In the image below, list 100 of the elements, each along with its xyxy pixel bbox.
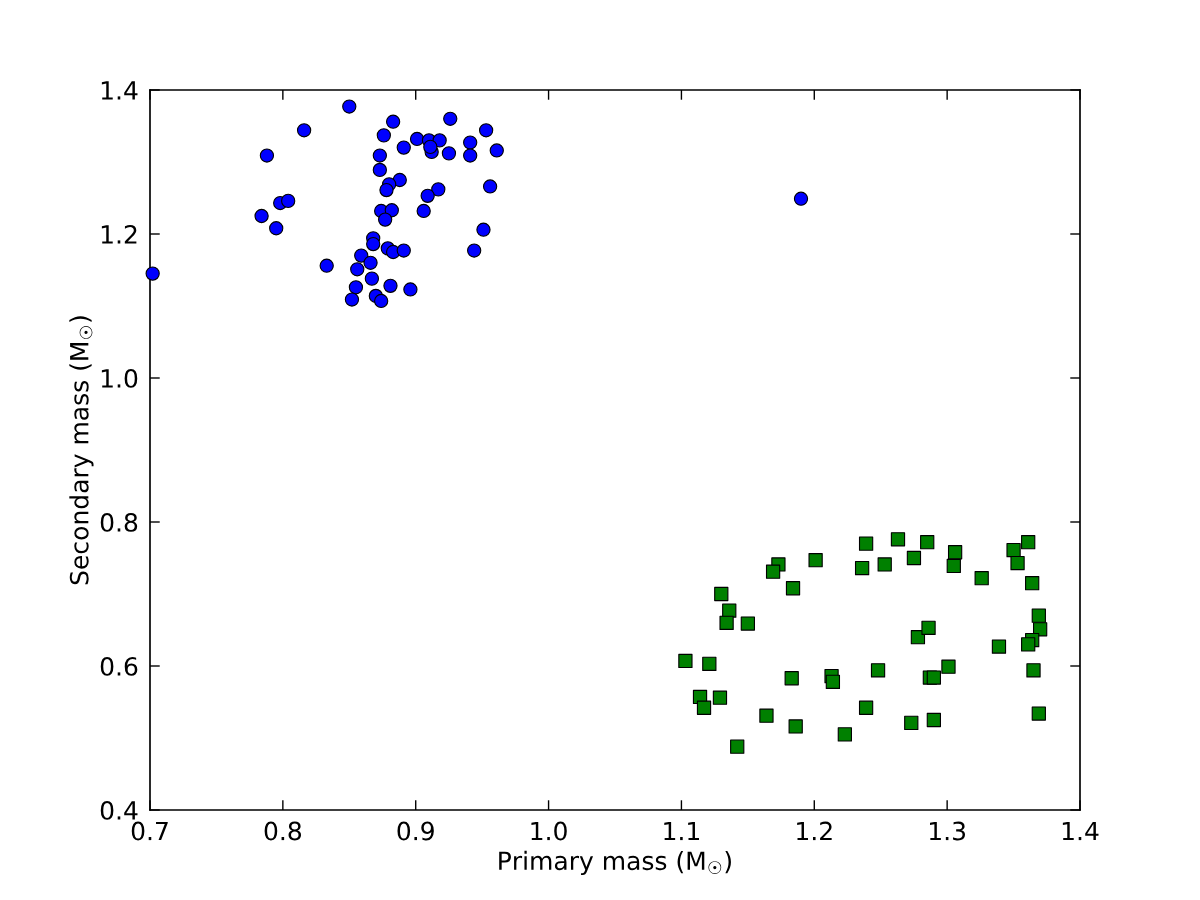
point bbox=[719, 615, 734, 630]
point bbox=[467, 243, 482, 258]
point bbox=[478, 123, 494, 138]
point bbox=[374, 293, 389, 309]
point bbox=[372, 148, 387, 163]
point bbox=[416, 203, 431, 219]
point bbox=[392, 172, 407, 188]
point bbox=[696, 700, 712, 715]
point bbox=[870, 663, 886, 678]
point bbox=[463, 135, 478, 150]
point bbox=[1006, 542, 1021, 558]
point bbox=[877, 557, 892, 572]
point bbox=[722, 603, 737, 618]
point bbox=[259, 148, 275, 163]
y-tick-label: 1.0 bbox=[101, 368, 138, 388]
point bbox=[926, 712, 942, 728]
point bbox=[281, 193, 296, 209]
point bbox=[1021, 535, 1036, 550]
x-tick-label: 1.2 bbox=[797, 821, 832, 841]
point bbox=[793, 191, 809, 206]
point bbox=[714, 586, 729, 602]
point bbox=[363, 255, 378, 270]
point bbox=[1026, 663, 1041, 678]
x-tick-label: 1.3 bbox=[930, 821, 966, 841]
x-tick-label: 0.9 bbox=[397, 821, 434, 841]
point bbox=[350, 262, 365, 277]
point bbox=[476, 222, 491, 237]
point bbox=[463, 148, 478, 163]
point bbox=[296, 123, 312, 138]
point bbox=[858, 536, 874, 551]
point bbox=[808, 553, 823, 568]
point bbox=[423, 139, 438, 155]
point bbox=[765, 564, 781, 579]
y-axis-title: Secondary mass (M$_{☉}$) bbox=[69, 316, 94, 585]
point bbox=[858, 700, 874, 715]
y-tick-label: 0.4 bbox=[100, 800, 138, 820]
point bbox=[730, 739, 745, 754]
point bbox=[920, 535, 935, 550]
point bbox=[1010, 555, 1025, 571]
point bbox=[319, 258, 334, 273]
point bbox=[372, 162, 387, 178]
y-tick-label: 0.8 bbox=[100, 512, 138, 532]
point bbox=[947, 545, 963, 560]
point bbox=[145, 266, 160, 281]
point bbox=[378, 212, 393, 227]
point bbox=[946, 558, 961, 574]
point bbox=[441, 146, 457, 161]
point bbox=[443, 111, 458, 126]
point bbox=[431, 182, 446, 197]
point bbox=[1031, 608, 1046, 623]
point bbox=[396, 243, 411, 258]
point bbox=[991, 639, 1007, 654]
point bbox=[837, 727, 852, 742]
point bbox=[383, 278, 398, 293]
point bbox=[366, 236, 381, 252]
point bbox=[348, 280, 364, 295]
point bbox=[254, 208, 269, 224]
point bbox=[788, 719, 803, 734]
point bbox=[678, 653, 693, 669]
point bbox=[921, 620, 936, 635]
point bbox=[376, 128, 391, 143]
y-tick-label: 1.2 bbox=[101, 224, 137, 244]
point bbox=[409, 131, 425, 147]
x-tick-label: 0.8 bbox=[264, 821, 302, 841]
y-tick-label: 0.6 bbox=[100, 656, 138, 676]
point bbox=[396, 140, 411, 155]
point bbox=[926, 670, 942, 685]
point bbox=[379, 182, 394, 198]
point bbox=[344, 292, 360, 307]
x-axis-title: Primary mass (M$_{☉}$) bbox=[499, 850, 731, 876]
point bbox=[385, 114, 401, 129]
x-tick-label: 1.4 bbox=[1062, 821, 1099, 841]
point bbox=[784, 671, 799, 686]
point bbox=[904, 715, 919, 731]
point bbox=[1031, 706, 1046, 721]
point bbox=[825, 674, 841, 689]
x-tick-label: 0.7 bbox=[131, 821, 168, 841]
point bbox=[941, 659, 956, 674]
point bbox=[342, 99, 357, 114]
point bbox=[890, 532, 906, 547]
point bbox=[489, 143, 504, 158]
point bbox=[403, 282, 418, 297]
point bbox=[1021, 637, 1036, 652]
point bbox=[702, 656, 717, 671]
point bbox=[785, 581, 801, 596]
point bbox=[482, 179, 498, 194]
point bbox=[740, 616, 755, 631]
y-tick-label: 1.4 bbox=[101, 81, 138, 100]
point bbox=[854, 560, 870, 576]
point bbox=[712, 690, 728, 705]
x-tick-label: 1.1 bbox=[664, 821, 699, 841]
point bbox=[1025, 576, 1040, 591]
point bbox=[269, 221, 284, 236]
point bbox=[906, 550, 922, 566]
x-tick-label: 1.0 bbox=[531, 821, 567, 841]
point bbox=[974, 571, 989, 586]
point bbox=[354, 248, 369, 263]
point bbox=[364, 271, 380, 286]
point bbox=[420, 188, 435, 203]
point bbox=[759, 708, 774, 723]
